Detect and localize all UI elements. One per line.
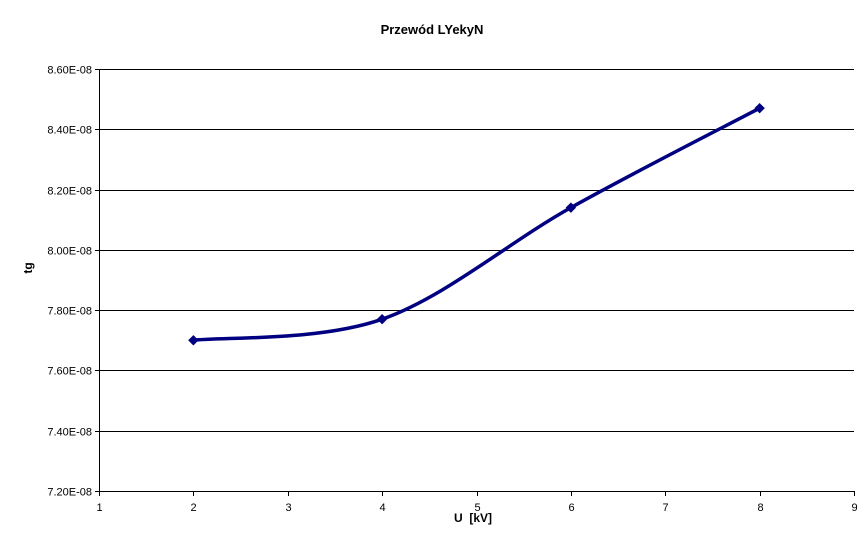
chart-title: Przewód LYekyN <box>381 22 484 37</box>
x-tick-label: 8 <box>757 502 763 514</box>
y-axis-title: tg <box>21 262 35 273</box>
data-point-marker <box>565 202 577 213</box>
x-tick-label: 5 <box>474 502 480 514</box>
x-tick-label: 2 <box>190 502 196 514</box>
x-tick-label: 1 <box>96 502 102 514</box>
data-point-marker <box>376 313 388 325</box>
x-tick-label: 4 <box>379 502 385 514</box>
y-tick-label: 7.40E-08 <box>47 427 92 439</box>
series-line <box>191 106 762 343</box>
series-layer <box>188 102 765 346</box>
data-point-marker <box>754 102 765 114</box>
y-tick-label: 8.20E-08 <box>47 186 92 198</box>
x-tick-label: 9 <box>851 502 857 514</box>
y-tick-label: 7.80E-08 <box>47 306 92 318</box>
tick-labels: 7.20E-08 7.40E-08 7.60E-08 7.80E-08 8.00E-08… <box>47 65 857 515</box>
y-tick-label: 8.60E-08 <box>47 65 92 77</box>
grid-lines <box>99 69 854 492</box>
x-tick-label: 6 <box>568 502 574 514</box>
y-tick-label: 7.60E-08 <box>47 366 92 378</box>
x-tick-label: 7 <box>662 502 668 514</box>
data-point-marker <box>188 335 199 346</box>
x-axis-title: U [kV] <box>454 511 492 525</box>
y-tick-label: 7.20E-08 <box>47 487 92 499</box>
axes <box>95 69 855 496</box>
y-tick-label: 8.00E-08 <box>47 246 92 258</box>
y-tick-label: 8.40E-08 <box>47 125 92 137</box>
x-tick-label: 3 <box>285 502 291 514</box>
